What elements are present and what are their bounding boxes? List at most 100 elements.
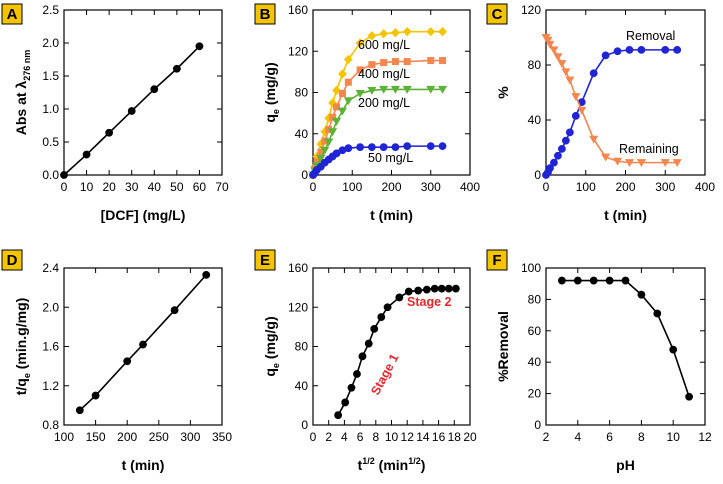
data-point xyxy=(338,90,346,98)
data-point xyxy=(601,153,611,162)
data-point xyxy=(364,339,373,348)
y-tick-label: 80 xyxy=(528,58,542,72)
data-point xyxy=(170,306,179,315)
y-axis-label: % xyxy=(495,86,511,99)
series-remaining xyxy=(541,33,682,168)
x-tick-label: 4 xyxy=(341,430,348,444)
data-point xyxy=(356,143,364,152)
data-point xyxy=(347,383,356,392)
x-tick-label: 6 xyxy=(606,430,613,444)
data-point xyxy=(621,276,630,285)
data-point xyxy=(557,60,567,69)
y-tick-label: 0 xyxy=(534,168,541,182)
panel-letter: B xyxy=(260,6,271,23)
y-tick-label: 0 xyxy=(534,418,541,432)
series-label: 50 mg/L xyxy=(368,151,413,165)
data-point xyxy=(344,144,353,153)
data-point xyxy=(550,158,558,167)
data-point xyxy=(355,38,365,48)
x-axis-label: [DCF] (mg/L) xyxy=(101,207,186,223)
y-axis-label: %Removal xyxy=(495,311,511,382)
panel-letter-badge xyxy=(486,3,508,25)
data-point xyxy=(105,128,114,137)
data-point xyxy=(438,85,448,94)
data-point xyxy=(344,78,352,86)
plot-frame xyxy=(545,267,706,426)
y-tick-label: 40 xyxy=(528,355,542,369)
stage-2-label: Stage 2 xyxy=(407,295,452,309)
data-point xyxy=(334,411,343,420)
data-point xyxy=(370,324,379,333)
data-point xyxy=(395,293,404,302)
data-point xyxy=(202,270,211,279)
data-point xyxy=(637,290,646,299)
y-tick-label: 2.0 xyxy=(42,300,59,314)
x-tick-label: 6 xyxy=(357,430,364,444)
x-tick-label: 350 xyxy=(212,430,232,444)
data-point xyxy=(605,276,614,285)
data-point xyxy=(430,284,439,293)
panel-f: F 2 4 6 8 10 12 0 20 40 60 80 100 pH %Removal xyxy=(486,249,712,473)
data-point xyxy=(391,28,400,38)
data-point xyxy=(444,284,453,293)
y-tick-label: 0.0 xyxy=(42,168,59,182)
data-point xyxy=(367,31,377,41)
x-tick-label: 100 xyxy=(576,180,596,194)
x-tick-label: 300 xyxy=(421,180,441,194)
x-tick-label: 10 xyxy=(80,180,94,194)
data-point xyxy=(402,27,412,37)
x-tick-label: 14 xyxy=(416,430,430,444)
data-point xyxy=(341,398,350,407)
panel-letter: A xyxy=(7,6,18,23)
x-tick-label: 0 xyxy=(310,430,317,444)
data-point xyxy=(353,370,361,378)
data-point xyxy=(139,340,147,349)
y-tick-label: 2.0 xyxy=(42,36,59,50)
y-tick-label: 1.0 xyxy=(42,102,59,116)
data-point xyxy=(571,111,580,120)
data-point xyxy=(379,29,389,39)
data-point xyxy=(565,76,575,85)
y-axis-label: t/qe (min.g/mg) xyxy=(13,298,32,396)
x-tick-label: 0 xyxy=(310,180,317,194)
series-label: 600 mg/L xyxy=(358,38,410,52)
data-point xyxy=(324,138,334,147)
series-ph-effect xyxy=(558,276,693,401)
data-point xyxy=(355,90,365,98)
data-point xyxy=(172,64,181,73)
y-tick-label: 40 xyxy=(528,113,542,127)
data-point xyxy=(367,86,377,95)
x-tick-label: 200 xyxy=(381,180,401,194)
x-tick-label: 0 xyxy=(543,180,550,194)
data-point xyxy=(637,45,646,54)
data-point xyxy=(565,128,574,137)
x-axis-label: t1/2 (min1/2) xyxy=(358,456,426,473)
x-tick-label: 8 xyxy=(638,430,645,444)
x-tick-label: 12 xyxy=(698,430,712,444)
y-axis-label: qe (mg/g) xyxy=(262,316,281,376)
x-tick-label: 12 xyxy=(401,430,415,444)
data-point xyxy=(549,46,559,55)
y-tick-label: 0.5 xyxy=(42,135,59,149)
data-point xyxy=(543,36,553,45)
x-tick-label: 400 xyxy=(695,180,715,194)
y-tick-label: 40 xyxy=(295,379,309,393)
data-point xyxy=(338,69,347,79)
x-tick-label: 20 xyxy=(102,180,116,194)
y-tick-label: 2.4 xyxy=(42,261,59,275)
y-tick-label: 1.2 xyxy=(42,379,59,393)
data-point xyxy=(391,58,399,66)
y-tick-label: 120 xyxy=(288,300,308,314)
data-point xyxy=(358,352,367,361)
data-point xyxy=(451,284,460,293)
data-point xyxy=(316,155,326,163)
data-point xyxy=(577,106,587,115)
y-axis-label: Abs at λ276 nm xyxy=(13,50,32,136)
data-point xyxy=(383,303,392,312)
panel-letter-badge xyxy=(254,249,276,271)
y-tick-label: 20 xyxy=(528,387,542,401)
data-point xyxy=(422,285,431,294)
x-tick-label: 150 xyxy=(86,430,106,444)
x-tick-label: 300 xyxy=(180,430,200,444)
